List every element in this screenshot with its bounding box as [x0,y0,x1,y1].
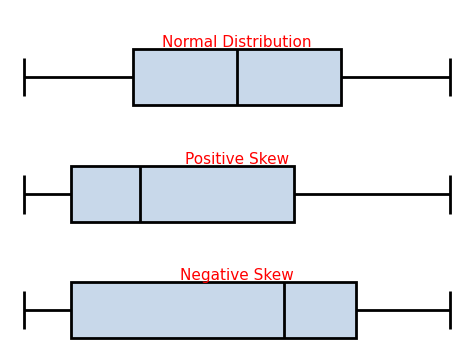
Text: Normal Distribution: Normal Distribution [162,35,312,50]
Text: Positive Skew: Positive Skew [185,152,289,167]
Bar [71,166,294,222]
Bar [133,49,341,105]
Bar [71,282,356,338]
Text: Negative Skew: Negative Skew [180,268,294,283]
